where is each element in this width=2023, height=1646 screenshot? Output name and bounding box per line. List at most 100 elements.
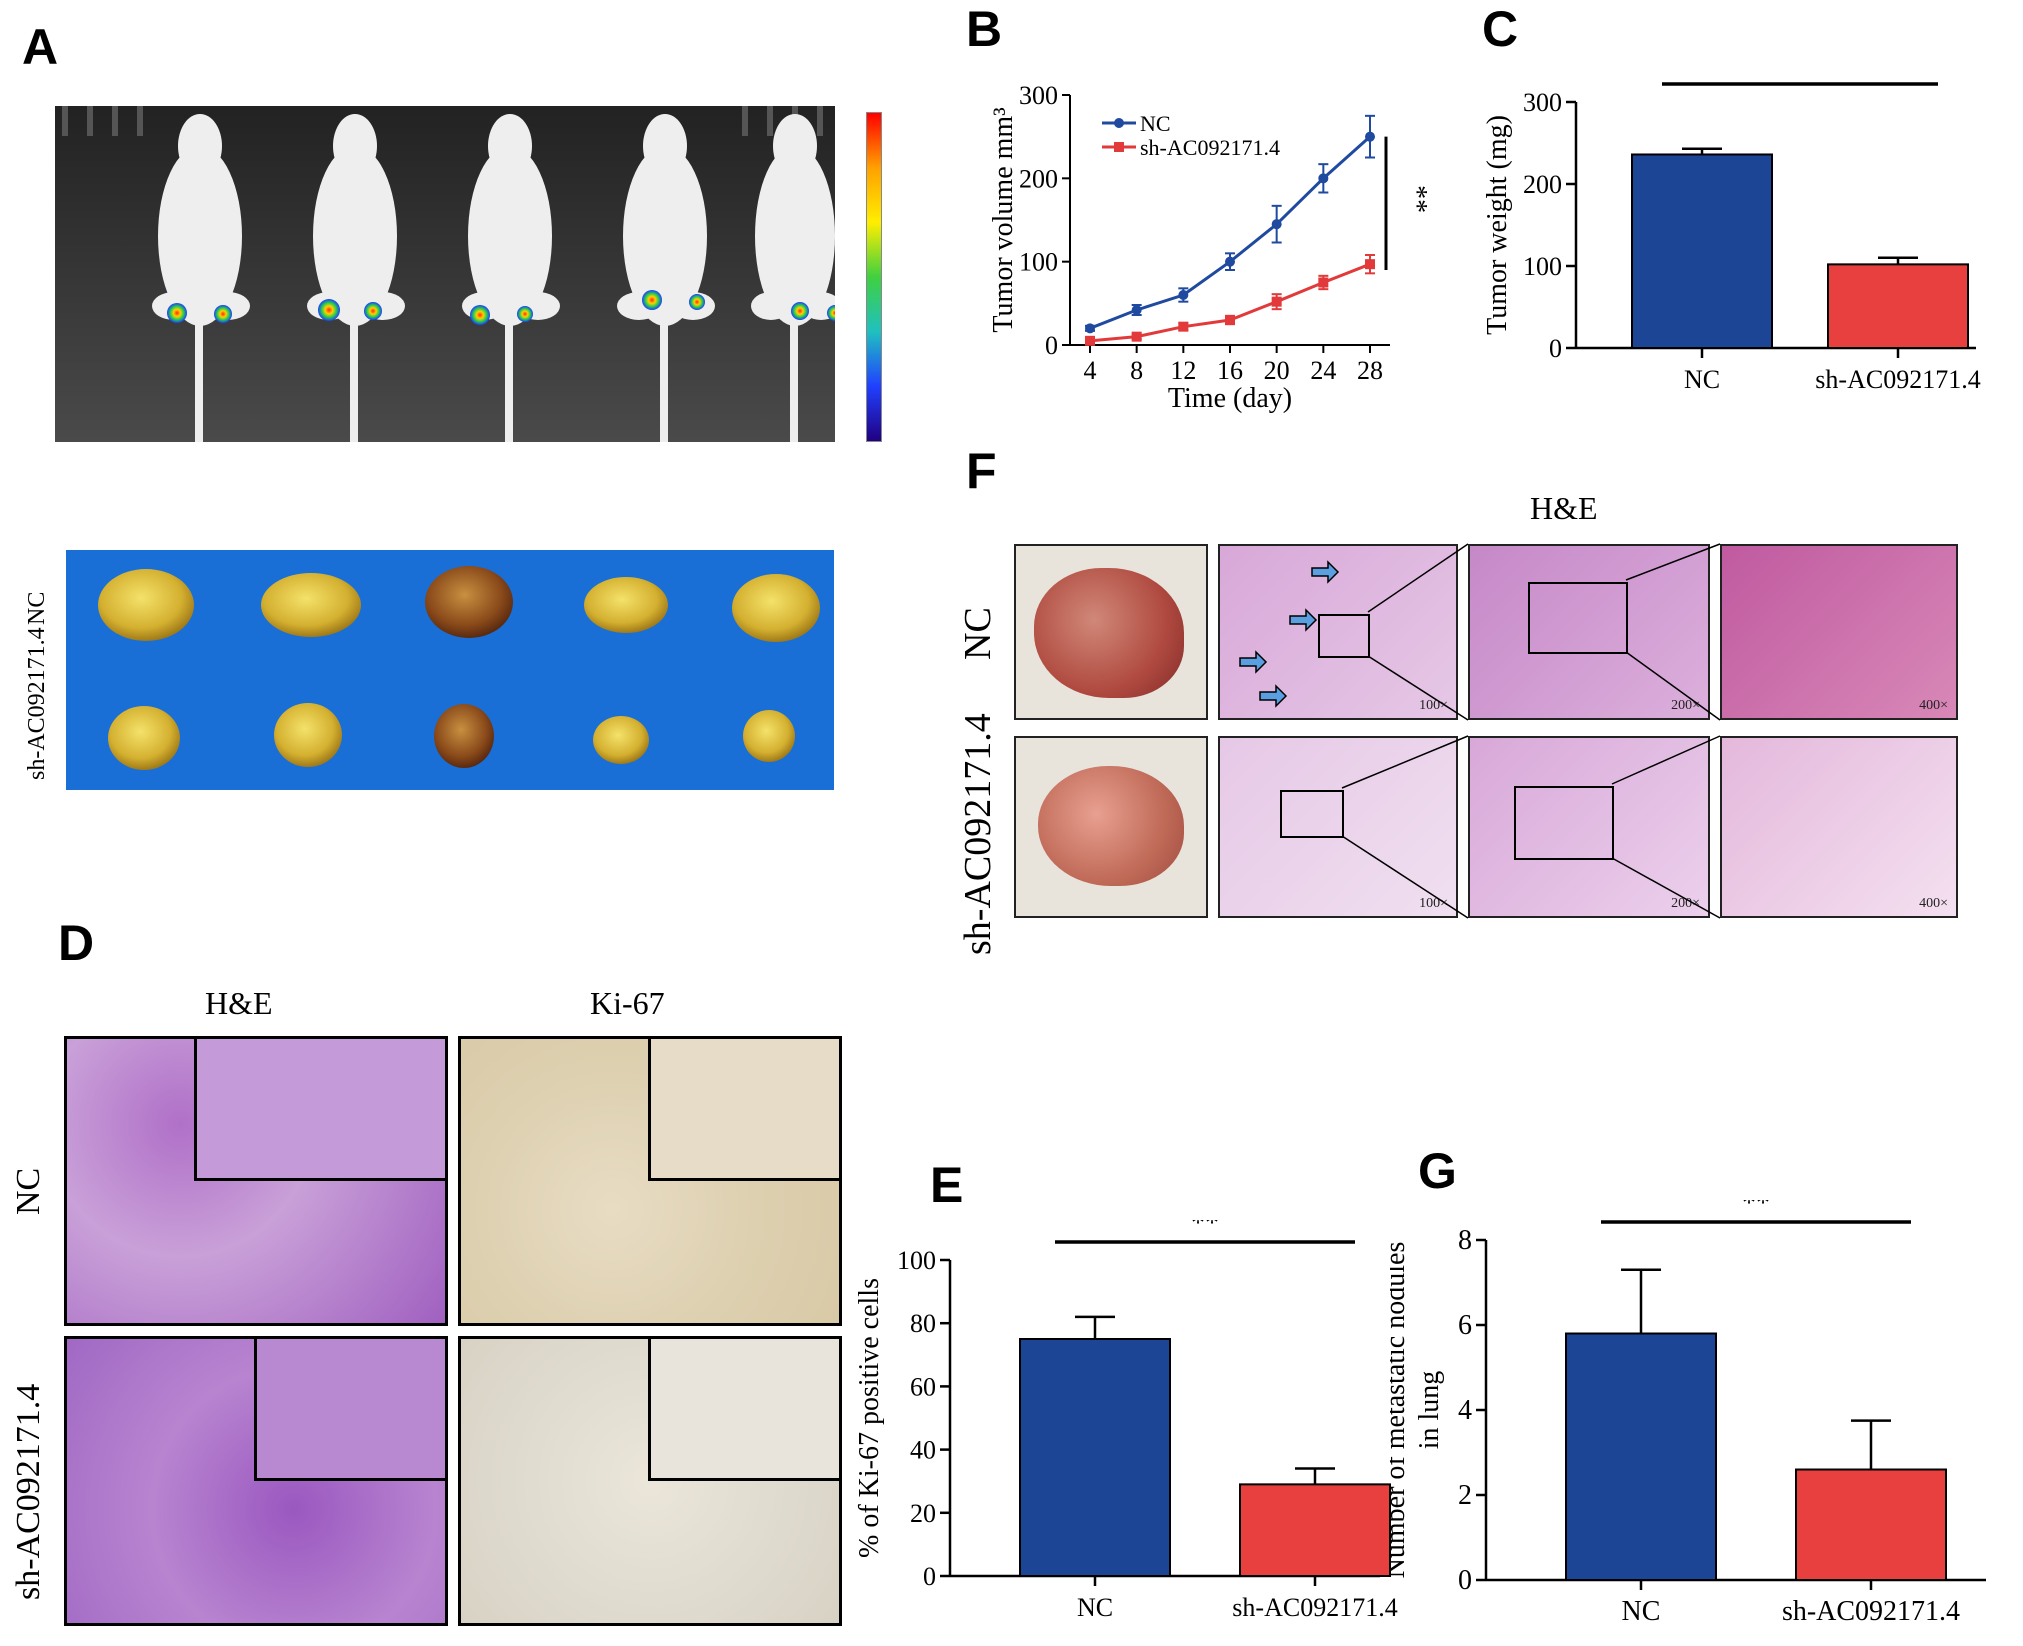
lung-he-400x-sh: 400× [1720,736,1958,918]
y-tick-label: 300 [1019,81,1058,110]
x-axis-label: Time (day) [1168,383,1292,414]
y-tick-label: 40 [910,1436,936,1465]
tumor-row-label-nc: NC [24,591,50,625]
bar-0 [1631,153,1773,350]
x-tick-label: sh-AC092171.4 [1782,1596,1960,1627]
he-nc-image [64,1036,448,1326]
mag-label-nc-200x: 200× [1671,698,1700,713]
x-tick-label: 16 [1217,356,1243,385]
significance-label: ** [1401,185,1432,213]
data-point [1225,256,1235,267]
lung-he-200x-nc: 200× [1468,544,1710,720]
tumor-volume-chart: 0 100 200 300 4 8 12 16 20 24 28 Time (day) Tumor vo… [988,81,1432,414]
he-sh-inset [254,1339,445,1481]
x-tick-label: 24 [1310,356,1336,385]
x-tick-label: sh-AC092171.4 [1232,1593,1397,1622]
mice-imaging-svg [55,106,835,442]
significance-label: ** [1786,80,1814,81]
panel-f-row2-label: sh-AC092171.4 [957,713,999,955]
bar-1 [1827,263,1969,349]
data-point [1365,259,1375,270]
lung-tissue-nc [1034,568,1184,698]
data-point [1131,331,1142,342]
panel-label-e: E [930,1157,964,1213]
x-tick-label: NC [1684,365,1720,394]
panel-label-f: F [966,443,997,499]
data-point [1318,173,1329,184]
significance-label: ** [1742,1200,1770,1219]
data-point [1178,321,1189,332]
mag-label-sh-200x: 200× [1671,896,1700,911]
data-point [1178,290,1189,300]
mag-label-nc-400x: 400× [1919,698,1948,713]
x-tick-label: 4 [1084,356,1097,385]
ki67-chart: 0 20 40 60 80 100 NC sh-AC092171.4 ** % of Ki-67 … [854,1220,1398,1622]
lung-photo-sh [1014,736,1208,918]
series-line-0 [1089,135,1371,330]
legend-marker [1114,142,1124,152]
bar-1 [1239,1483,1391,1577]
panel-label-g: G [1418,1143,1457,1199]
data-point [1131,305,1142,315]
data-point [1271,219,1282,230]
panel-d-row1-label: NC [10,1167,47,1215]
y-axis-label: Tumor volume mm³ [988,107,1019,332]
y-tick-label: 0 [923,1562,936,1591]
panel-d-col2-label: Ki-67 [590,985,665,1021]
arrow-icons-nc [1239,560,1340,708]
tumor-weight-chart: 0 100 200 300 NC sh-AC092171.4 ** Tumor weight … [1482,80,1981,394]
y-tick-label: 300 [1523,88,1562,117]
data-point [1318,277,1329,288]
ki67-sh-inset [648,1339,839,1481]
x-tick-label: 20 [1264,356,1290,385]
y-axis-label: % of Ki-67 positive cells [854,1278,885,1558]
bar-0 [1019,1338,1171,1577]
data-point [1271,296,1282,307]
x-tick-label: 8 [1130,356,1143,385]
x-tick-label: sh-AC092171.4 [1815,365,1980,394]
ki67-sh-image [458,1336,842,1626]
y-tick-label: 100 [1523,252,1562,281]
data-point [1085,323,1095,334]
data-point [1365,131,1375,142]
significance-label: ** [1191,1220,1219,1239]
panel-label-d: D [58,915,95,971]
panel-d-col1-label: H&E [205,985,273,1021]
ki67-nc-inset [648,1039,839,1181]
y-tick-label: 80 [910,1309,936,1338]
legend-label: NC [1140,111,1171,136]
luminescence-scale-bar [866,112,882,442]
x-tick-label: NC [1622,1596,1661,1627]
panel-d-row2-label: sh-AC092171.4 [10,1383,47,1600]
y-tick-label: 4 [1458,1395,1472,1426]
panel-f-row1-label: NC [957,607,999,660]
y-tick-label: 8 [1458,1225,1472,1256]
panel-label-b: B [966,1,1003,57]
panel-label-c: C [1482,1,1519,57]
x-tick-label: 28 [1357,356,1383,385]
zoom-box-sh-100x [1280,790,1344,838]
y-tick-label: 2 [1458,1480,1472,1511]
legend-label: sh-AC092171.4 [1140,135,1280,160]
data-point [1085,335,1095,346]
lung-photo-nc [1014,544,1208,720]
panel-label-a: A [22,19,59,75]
lung-he-200x-sh: 200× [1468,736,1710,918]
mice-imaging-photo [55,106,835,442]
y-tick-label: 200 [1019,164,1058,193]
x-tick-label: NC [1077,1593,1113,1622]
he-nc-inset [194,1039,445,1181]
tumor-row-label-sh: sh-AC092171.4 [24,627,50,780]
lung-tissue-sh [1038,766,1184,886]
y-axis-label: Tumor weight (mg) [1482,115,1513,335]
mag-label-sh-400x: 400× [1919,896,1948,911]
y-tick-label: 60 [910,1372,936,1401]
y-tick-label: 0 [1549,334,1562,363]
tumor-photo [66,550,834,790]
x-tick-label: 12 [1170,356,1196,385]
bar-1 [1795,1468,1947,1581]
y-tick-label: 0 [1458,1565,1472,1596]
zoom-box-nc-200x [1528,582,1628,654]
y-tick-label: 0 [1045,331,1058,360]
lung-he-400x-nc: 400× [1720,544,1958,720]
